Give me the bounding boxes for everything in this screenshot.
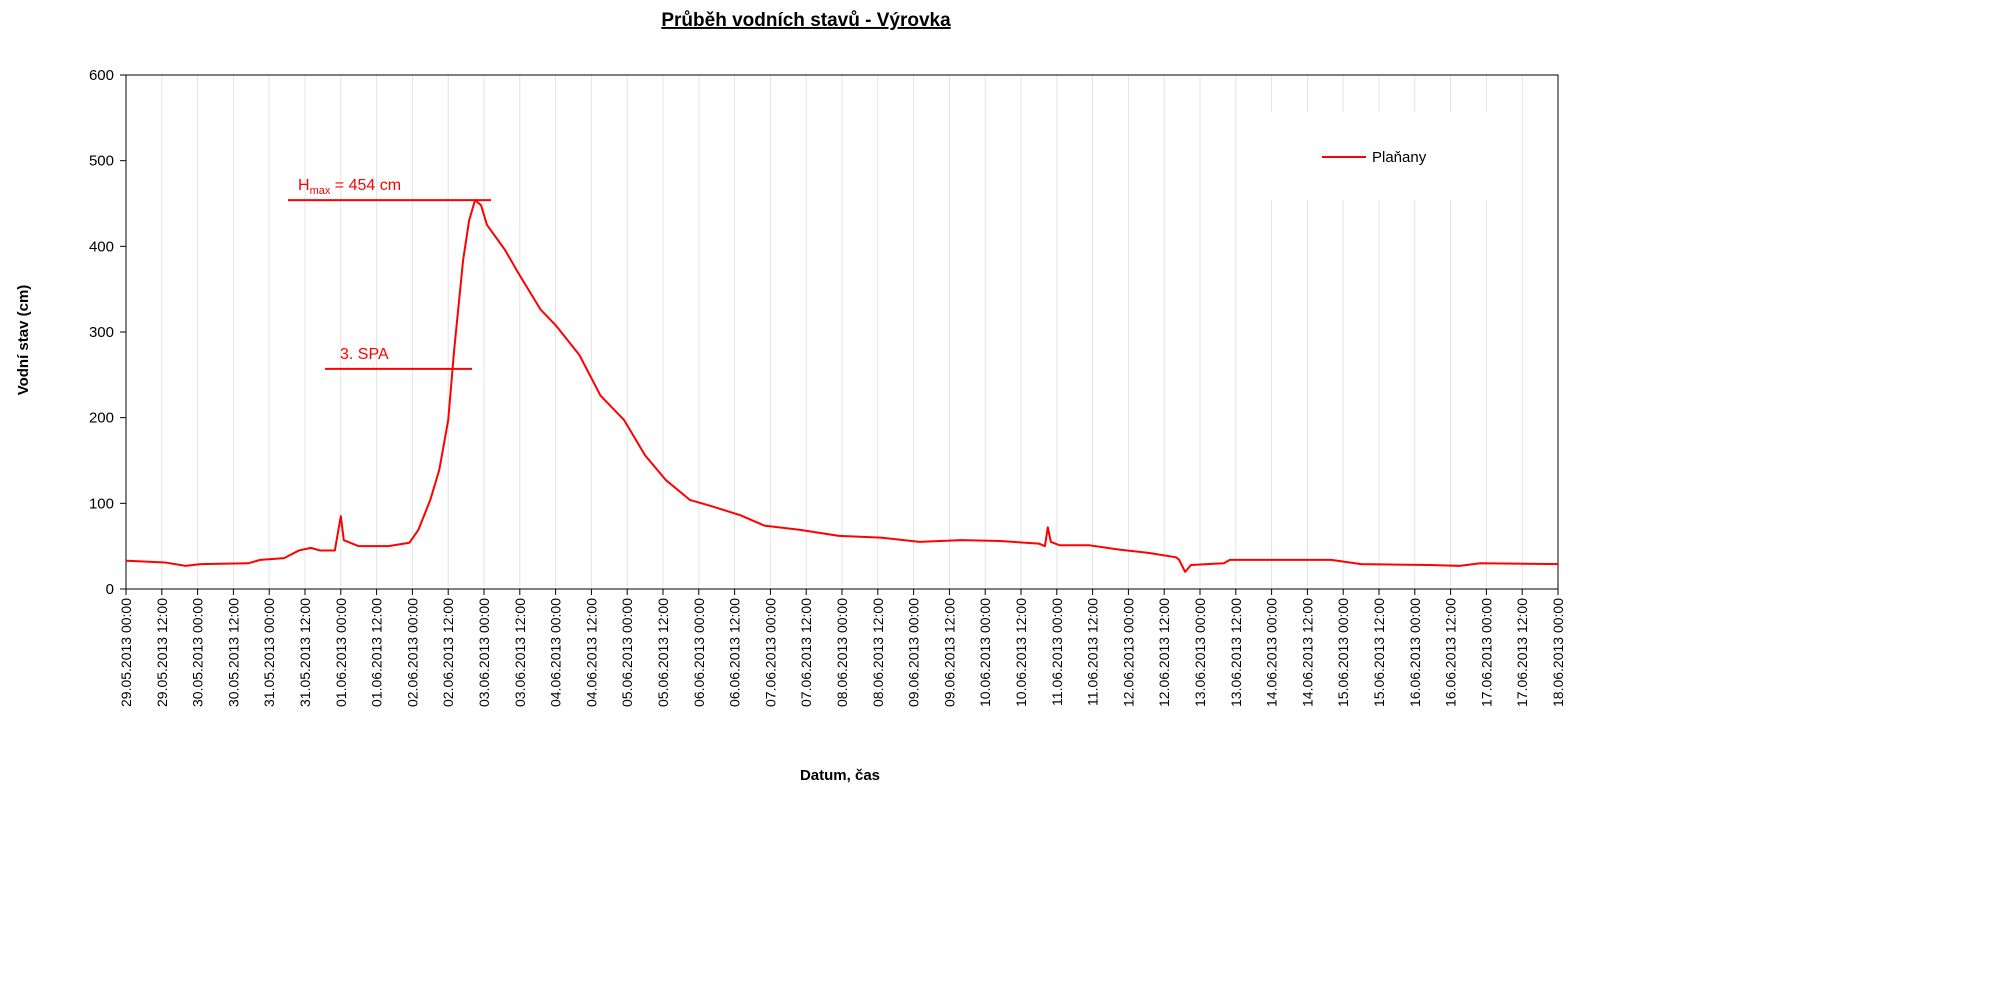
y-tick-label: 100	[89, 495, 114, 512]
y-tick-label: 500	[89, 153, 114, 170]
x-tick-label: 06.06.2013 00:00	[691, 598, 707, 707]
plot-frame	[125, 74, 1559, 590]
annotation-text: 3. SPA	[340, 346, 389, 363]
x-tick-label: 03.06.2013 00:00	[476, 598, 492, 707]
x-tick-label: 11.06.2013 00:00	[1049, 598, 1065, 706]
x-tick-label: 09.06.2013 12:00	[941, 598, 957, 707]
x-tick-label: 07.06.2013 12:00	[798, 598, 814, 707]
x-tick-label: 18.06.2013 00:00	[1550, 598, 1566, 707]
x-tick-label: 08.06.2013 00:00	[834, 598, 850, 707]
x-tick-label: 29.05.2013 12:00	[154, 598, 170, 707]
annotation-label: 3. SPA	[340, 346, 389, 363]
y-tick-label: 300	[89, 324, 114, 341]
x-tick-label: 08.06.2013 12:00	[870, 598, 886, 707]
x-tick-label: 13.06.2013 12:00	[1228, 598, 1244, 707]
x-tick-label: 07.06.2013 00:00	[762, 598, 778, 707]
legend-label: Plaňany	[1372, 149, 1427, 166]
x-axis-label: Datum, čas	[800, 767, 880, 784]
x-tick-label: 17.06.2013 12:00	[1514, 598, 1530, 707]
x-tick-label: 31.05.2013 12:00	[297, 598, 313, 707]
x-tick-label: 17.06.2013 00:00	[1478, 598, 1494, 707]
x-tick-label: 09.06.2013 00:00	[906, 598, 922, 707]
y-tick-label: 600	[89, 67, 114, 84]
annotation-label: Hmax = 454 cm	[298, 177, 401, 197]
x-tick-label: 10.06.2013 00:00	[977, 598, 993, 707]
x-tick-label: 05.06.2013 12:00	[655, 598, 671, 707]
annotation-rest: = 454 cm	[330, 177, 401, 194]
x-tick-label: 01.06.2013 00:00	[333, 598, 349, 707]
x-tick-label: 29.05.2013 00:00	[118, 598, 134, 707]
y-tick-label: 0	[106, 581, 114, 598]
x-tick-label: 12.06.2013 12:00	[1156, 598, 1172, 707]
annotation-sub: max	[310, 185, 331, 197]
x-tick-label: 31.05.2013 00:00	[261, 598, 277, 707]
x-tick-label: 02.06.2013 00:00	[404, 598, 420, 707]
x-tick-label: 16.06.2013 12:00	[1443, 598, 1459, 707]
x-tick-label: 01.06.2013 12:00	[369, 598, 385, 707]
legend-box	[1255, 112, 1515, 200]
x-tick-label: 14.06.2013 12:00	[1299, 598, 1315, 707]
x-tick-label: 05.06.2013 00:00	[619, 598, 635, 707]
x-tick-label: 30.05.2013 12:00	[225, 598, 241, 707]
x-tick-label: 30.05.2013 00:00	[190, 598, 206, 707]
x-tick-label: 03.06.2013 12:00	[512, 598, 528, 707]
x-tick-label: 06.06.2013 12:00	[727, 598, 743, 707]
y-axis-label: Vodní stav (cm)	[15, 285, 32, 396]
chart-title: Průběh vodních stavů - Výrovka	[661, 10, 951, 31]
x-tick-label: 10.06.2013 12:00	[1013, 598, 1029, 707]
annotation-text: H	[298, 177, 310, 194]
x-tick-label: 15.06.2013 00:00	[1335, 598, 1351, 707]
x-tick-label: 12.06.2013 00:00	[1120, 598, 1136, 707]
x-tick-label: 04.06.2013 00:00	[548, 598, 564, 707]
y-tick-label: 200	[89, 410, 114, 427]
x-tick-label: 11.06.2013 12:00	[1085, 598, 1101, 706]
x-tick-label: 16.06.2013 00:00	[1407, 598, 1423, 707]
x-tick-label: 04.06.2013 12:00	[583, 598, 599, 707]
y-tick-label: 400	[89, 238, 114, 255]
x-tick-label: 14.06.2013 00:00	[1264, 598, 1280, 707]
x-tick-label: 13.06.2013 00:00	[1192, 598, 1208, 707]
x-tick-label: 02.06.2013 12:00	[440, 598, 456, 707]
series-line	[125, 199, 1559, 573]
x-tick-label: 15.06.2013 12:00	[1371, 598, 1387, 707]
